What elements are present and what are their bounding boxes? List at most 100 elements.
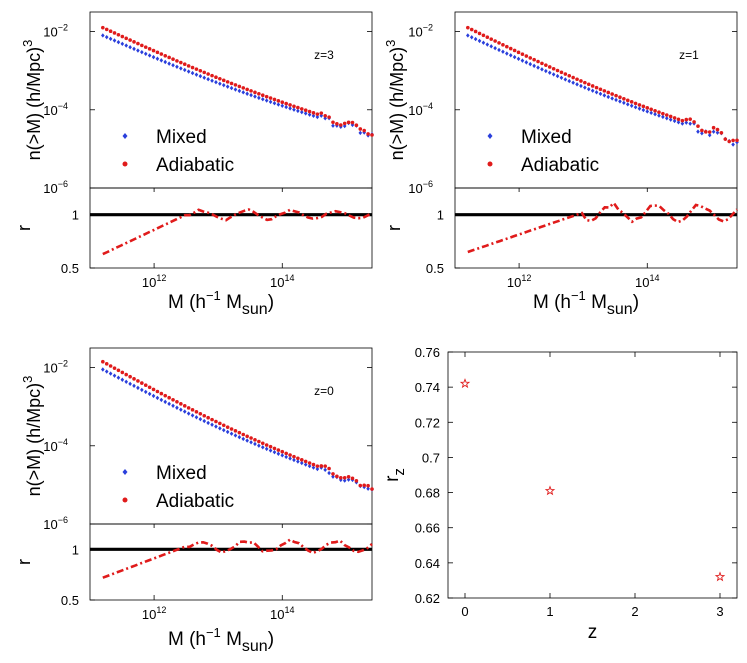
data-point-mixed xyxy=(629,103,634,108)
x-label-part: ) xyxy=(268,629,274,650)
data-point-adiabatic xyxy=(292,454,296,459)
data-point-adiabatic xyxy=(469,27,474,32)
data-point-adiabatic xyxy=(338,475,343,480)
data-point-adiabatic xyxy=(370,487,374,491)
y-tick-label: 0.72 xyxy=(415,415,440,430)
data-point-mixed xyxy=(684,120,689,125)
data-point-mixed xyxy=(159,58,164,63)
x-tick-label: 1012 xyxy=(142,605,166,622)
legend-label: Adiabatic xyxy=(156,491,234,512)
x-tick-exponent: 14 xyxy=(649,273,659,283)
data-point-adiabatic xyxy=(520,52,525,56)
data-point-adiabatic xyxy=(268,444,273,449)
data-point-mixed xyxy=(668,117,673,122)
y-axis-label: n(>M) (h/Mpc)3 xyxy=(20,40,44,161)
r-tick-label: 1 xyxy=(72,208,79,223)
data-point-adiabatic xyxy=(618,95,622,100)
y-tick-base: 10 xyxy=(408,181,422,196)
x-label-part: M xyxy=(221,292,242,313)
data-point-adiabatic xyxy=(696,124,700,128)
data-point-mixed xyxy=(284,104,288,110)
data-point-star xyxy=(714,571,726,582)
data-point-adiabatic xyxy=(362,128,366,133)
data-point-adiabatic xyxy=(583,80,587,85)
data-point-mixed xyxy=(218,426,222,431)
data-point-mixed xyxy=(179,407,183,412)
data-point-mixed xyxy=(676,120,681,125)
data-point-mixed xyxy=(163,399,168,405)
data-point-mixed xyxy=(664,116,669,121)
data-point-adiabatic xyxy=(575,77,579,82)
data-point-mixed xyxy=(167,61,171,66)
x-tick-label: 1014 xyxy=(270,273,294,290)
x-label-part: M (h xyxy=(533,292,571,313)
data-point-adiabatic xyxy=(532,57,536,62)
data-point-adiabatic xyxy=(175,400,179,404)
legend-label: Mixed xyxy=(156,127,207,148)
x-tick-exponent: 14 xyxy=(284,605,294,615)
data-point-adiabatic xyxy=(272,97,277,102)
data-point-mixed xyxy=(598,91,603,97)
data-point-mixed xyxy=(590,88,595,93)
data-point-mixed xyxy=(579,83,583,89)
y-tick-exponent: −2 xyxy=(423,23,433,33)
data-point-mixed xyxy=(167,401,171,407)
data-point-adiabatic xyxy=(555,68,560,73)
data-point-adiabatic xyxy=(229,427,234,431)
data-point-mixed xyxy=(276,102,281,107)
data-point-mixed xyxy=(661,114,665,120)
data-point-mixed xyxy=(249,92,253,98)
data-point-mixed xyxy=(171,403,175,409)
data-point-adiabatic xyxy=(253,438,257,442)
data-point-adiabatic xyxy=(676,117,681,122)
data-point-star xyxy=(544,485,556,496)
data-point-adiabatic xyxy=(260,441,265,446)
x-label-part: M (h xyxy=(168,629,206,650)
y-tick-label: 10−6 xyxy=(43,515,68,532)
x-label-part: M xyxy=(586,292,607,313)
data-point-mixed xyxy=(272,449,277,455)
data-point-adiabatic xyxy=(303,459,308,464)
data-point-mixed xyxy=(288,106,292,111)
mass-function-panel-bottom-left: 1012 101410−210−410−60.51z=0MixedAdiabati… xyxy=(14,347,374,655)
x-axis-label: M (h−1 Msun) xyxy=(168,288,274,318)
data-point-adiabatic xyxy=(354,123,359,128)
data-point-adiabatic xyxy=(147,385,152,390)
data-point-mixed xyxy=(575,82,579,87)
y-tick-exponent: −6 xyxy=(58,179,68,189)
lower-axes-frame xyxy=(89,187,373,269)
data-point-adiabatic xyxy=(311,462,316,467)
data-point-mixed xyxy=(622,100,626,106)
legend-marker-adiabatic xyxy=(122,497,128,503)
data-point-adiabatic xyxy=(331,120,335,125)
data-point-adiabatic xyxy=(358,127,363,131)
data-point-adiabatic xyxy=(116,32,121,37)
y-tick-exponent: −6 xyxy=(423,179,433,189)
y-axis-label-subscript: z xyxy=(391,468,408,476)
data-point-mixed xyxy=(233,87,238,92)
data-point-mixed xyxy=(602,93,607,98)
data-point-mixed xyxy=(151,393,156,399)
data-point-mixed xyxy=(292,457,296,463)
data-point-mixed xyxy=(466,33,470,38)
y-tick-base: 10 xyxy=(43,361,57,376)
data-point-adiabatic xyxy=(661,111,665,116)
data-point-mixed xyxy=(221,82,226,88)
data-point-adiabatic xyxy=(257,91,261,96)
series-mixed xyxy=(466,33,739,147)
redshift-annotation: z=3 xyxy=(314,48,334,62)
data-point-adiabatic xyxy=(280,100,285,105)
y-axis-label-exponent: 3 xyxy=(20,376,35,383)
legend-marker-mixed xyxy=(122,133,128,139)
data-point-adiabatic xyxy=(132,377,136,381)
data-point-adiabatic xyxy=(473,29,478,34)
legend-label: Adiabatic xyxy=(156,155,234,176)
data-point-adiabatic xyxy=(590,84,595,88)
data-point-adiabatic xyxy=(182,62,187,67)
data-point-adiabatic xyxy=(132,40,136,44)
data-point-mixed xyxy=(299,460,304,466)
data-point-adiabatic xyxy=(354,479,359,483)
data-point-mixed xyxy=(229,431,234,436)
data-point-mixed xyxy=(331,474,335,479)
